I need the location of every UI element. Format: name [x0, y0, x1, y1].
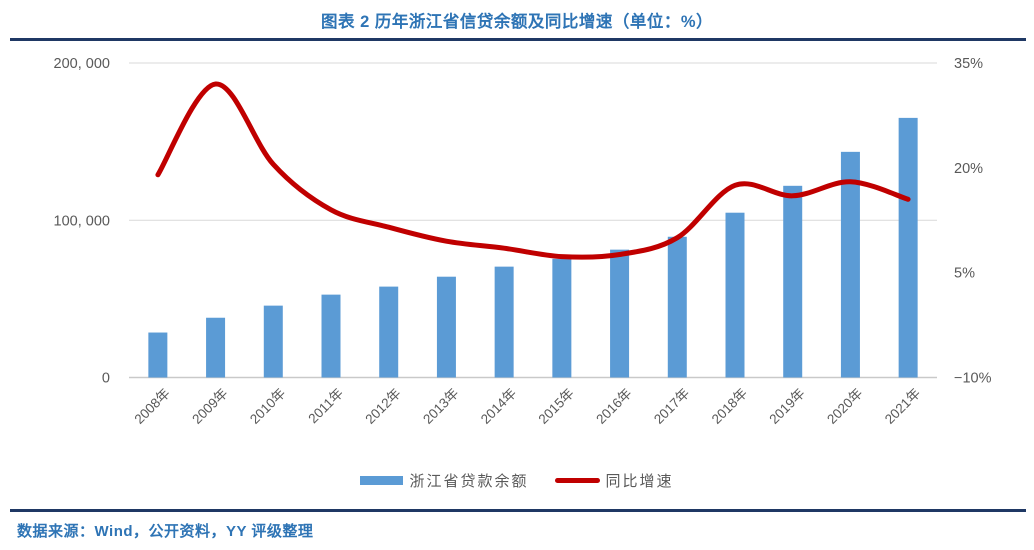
growth-line [155, 81, 911, 260]
x-axis-tick-label: 2015年 [536, 386, 577, 427]
legend-item-loans: 浙江省贷款余额 [360, 470, 528, 491]
bar-2010年 [263, 305, 283, 378]
bar-2020年 [840, 151, 860, 378]
x-axis-tick-label: 2017年 [651, 386, 692, 427]
x-axis-tick-label: 2008年 [132, 386, 173, 427]
title-rule [10, 38, 1026, 41]
y-axis-right-tick-label: −10% [954, 371, 992, 387]
bar-2017年 [667, 236, 687, 378]
x-axis-tick-label: 2019年 [766, 386, 807, 427]
x-axis-tick-label: 2013年 [420, 386, 461, 427]
chart-legend: 浙江省贷款余额 同比增速 [0, 470, 1034, 491]
bar-2021年 [898, 117, 918, 378]
bar-2008年 [148, 332, 168, 378]
y-axis-left-tick-label: 100, 000 [54, 213, 110, 229]
y-axis-left-tick-label: 200, 000 [54, 56, 110, 72]
y-axis-right-tick-label: 35% [954, 56, 983, 72]
bar-2018年 [725, 212, 745, 378]
source-note: 数据来源：Wind，公开资料，YY 评级整理 [17, 523, 314, 540]
x-axis-tick-label: 2020年 [824, 386, 865, 427]
y-axis-right-tick-label: 5% [954, 266, 975, 282]
bar-2009年 [206, 317, 226, 378]
y-axis-left-tick-label: 0 [102, 371, 110, 387]
x-axis-tick-label: 2012年 [362, 386, 403, 427]
legend-bar-label: 浙江省贷款余额 [409, 472, 529, 490]
legend-line-swatch-icon [554, 478, 600, 483]
x-axis-tick-label: 2009年 [189, 386, 230, 427]
x-axis-tick-label: 2010年 [247, 386, 288, 427]
y-axis-right-tick-label: 20% [954, 161, 983, 177]
bar-2016年 [610, 249, 630, 378]
bar-2012年 [379, 286, 399, 378]
legend-bar-swatch-icon [360, 476, 404, 485]
legend-item-growth: 同比增速 [554, 470, 674, 491]
chart-title: 图表 2 历年浙江省信贷余额及同比增速（单位：%） [320, 13, 714, 31]
x-axis-tick-label: 2011年 [305, 386, 346, 427]
legend-line-label: 同比增速 [605, 472, 674, 490]
x-axis-tick-label: 2021年 [882, 386, 923, 427]
bar-2011年 [321, 294, 341, 378]
x-axis-tick-label: 2014年 [478, 386, 519, 427]
bar-2013年 [436, 276, 456, 378]
bar-2014年 [494, 266, 514, 378]
x-axis-tick-label: 2018年 [709, 386, 750, 427]
bar-2015年 [552, 258, 572, 378]
x-axis-tick-label: 2016年 [593, 386, 634, 427]
bar-2019年 [783, 185, 803, 378]
footer-rule [10, 509, 1026, 512]
